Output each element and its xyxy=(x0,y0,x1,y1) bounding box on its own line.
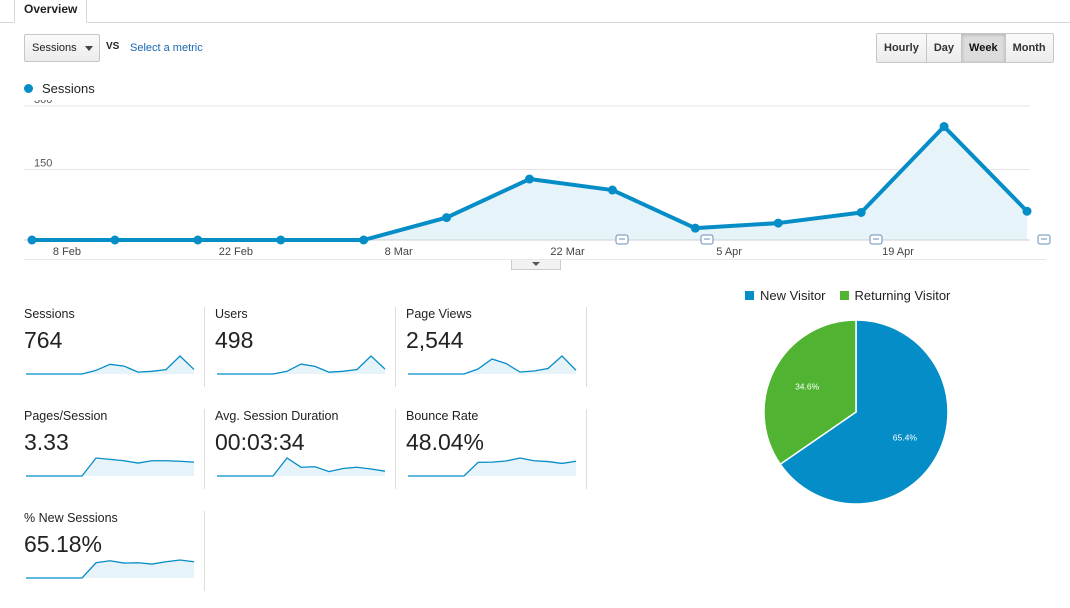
metric-label: Bounce Rate xyxy=(406,409,479,423)
metric-label: Page Views xyxy=(406,307,472,321)
sparkline-line xyxy=(408,355,577,375)
vs-label: VS xyxy=(106,41,120,52)
day-button[interactable]: Day xyxy=(926,34,963,62)
returning-visitor-swatch xyxy=(839,291,849,300)
returning-visitor-slice xyxy=(763,319,857,466)
sessions-point xyxy=(939,122,949,132)
sparkline-line xyxy=(217,355,386,375)
metric-tile-users[interactable]: Users 498 xyxy=(215,307,396,387)
metric-tile-bounce-rate[interactable]: Bounce Rate 48.04% xyxy=(406,409,587,489)
metric-tile-avg-session-duration[interactable]: Avg. Session Duration 00:03:34 xyxy=(215,409,396,489)
hourly-button[interactable]: Hourly xyxy=(877,34,927,62)
sessions-point xyxy=(442,213,452,223)
pie-slice-label: 34.6% xyxy=(795,381,820,391)
metric-sparkline xyxy=(26,457,195,477)
sessions-point xyxy=(27,235,37,245)
y-tick-label: 150 xyxy=(34,158,52,170)
pie-legend: New Visitor Returning Visitor xyxy=(745,288,950,303)
select-metric-link[interactable]: Select a metric xyxy=(130,42,203,54)
metric-select-value: Sessions xyxy=(32,42,77,54)
returning-visitor-legend-label: Returning Visitor xyxy=(854,288,951,303)
sessions-point xyxy=(690,223,700,233)
chart-legend: Sessions xyxy=(24,81,95,96)
sessions-point xyxy=(856,207,866,217)
metric-sparkline xyxy=(26,559,195,579)
sparkline-area xyxy=(26,458,194,476)
sessions-point xyxy=(1022,206,1032,216)
metric-value: 48.04% xyxy=(406,429,485,455)
metric-value: 3.33 xyxy=(24,429,69,455)
week-button[interactable]: Week xyxy=(962,34,1006,62)
sessions-point xyxy=(359,235,369,245)
metric-select[interactable]: Sessions xyxy=(24,34,100,62)
sparkline-area xyxy=(408,356,576,374)
sessions-line-chart[interactable]: 300 150 8 Feb 22 Feb 8 Mar 22 Mar 5 Apr 19 Apr xyxy=(0,100,1070,260)
sessions-point xyxy=(607,185,617,195)
sessions-point xyxy=(773,218,783,228)
chevron-down-icon xyxy=(85,46,93,51)
metric-value: 764 xyxy=(24,327,63,353)
y-tick-label: 300 xyxy=(34,100,52,106)
metric-sparkline xyxy=(408,457,577,477)
metric-label: Pages/Session xyxy=(24,409,108,423)
sparkline-line xyxy=(408,457,577,477)
metric-label: % New Sessions xyxy=(24,511,118,525)
new-visitor-legend-label: New Visitor xyxy=(760,288,826,303)
x-tick-label: 5 Apr xyxy=(716,246,742,258)
metric-value: 00:03:34 xyxy=(215,429,305,455)
metric-label: Users xyxy=(215,307,248,321)
month-button[interactable]: Month xyxy=(1005,34,1053,62)
metric-value: 498 xyxy=(215,327,254,353)
sparkline-area xyxy=(408,458,576,476)
new-visitor-slice xyxy=(779,319,949,505)
sessions-legend-dot xyxy=(24,84,33,93)
x-tick-label: 8 Feb xyxy=(53,246,81,258)
sessions-point xyxy=(110,235,120,245)
metric-tile-page-views[interactable]: Page Views 2,544 xyxy=(406,307,587,387)
metric-sparkline xyxy=(217,355,386,375)
metric-label: Avg. Session Duration xyxy=(215,409,339,423)
metric-tile-sessions[interactable]: Sessions 764 xyxy=(24,307,205,387)
sparkline-line xyxy=(26,355,195,375)
tab-overview[interactable]: Overview xyxy=(14,0,88,23)
sparkline-line xyxy=(217,457,386,477)
sparkline-area xyxy=(217,458,385,476)
metric-tile-new-sessions[interactable]: % New Sessions 65.18% xyxy=(24,511,205,591)
annotation-icon xyxy=(700,234,714,245)
visitor-pie-chart[interactable]: 65.4% 34.6% xyxy=(756,312,956,512)
x-tick-label: 22 Feb xyxy=(219,246,253,258)
time-granularity-group: Hourly Day Week Month xyxy=(876,33,1054,63)
sparkline-area xyxy=(217,356,385,374)
sessions-point xyxy=(276,235,286,245)
metric-label: Sessions xyxy=(24,307,75,321)
metric-value: 2,544 xyxy=(406,327,464,353)
metric-value: 65.18% xyxy=(24,531,103,557)
collapse-chart-toggle[interactable] xyxy=(511,260,561,270)
sparkline-area xyxy=(26,560,194,578)
sessions-point xyxy=(525,174,534,184)
tab-bar: Overview xyxy=(0,0,1070,23)
new-visitor-swatch xyxy=(745,291,754,300)
sparkline-line xyxy=(26,457,195,477)
x-tick-label: 19 Apr xyxy=(882,246,914,258)
annotation-icon xyxy=(1037,234,1051,245)
sessions-point xyxy=(193,235,203,245)
pie-slice-label: 65.4% xyxy=(893,433,918,443)
annotation-icon xyxy=(869,234,883,245)
metric-sparkline xyxy=(26,355,195,375)
sessions-legend-label: Sessions xyxy=(42,81,95,96)
metric-sparkline xyxy=(217,457,386,477)
metric-tile-pages-per-session[interactable]: Pages/Session 3.33 xyxy=(24,409,205,489)
annotation-icon xyxy=(615,234,629,245)
x-tick-label: 8 Mar xyxy=(385,246,413,258)
metric-sparkline xyxy=(408,355,577,375)
sparkline-line xyxy=(26,559,195,579)
x-tick-label: 22 Mar xyxy=(550,246,585,258)
